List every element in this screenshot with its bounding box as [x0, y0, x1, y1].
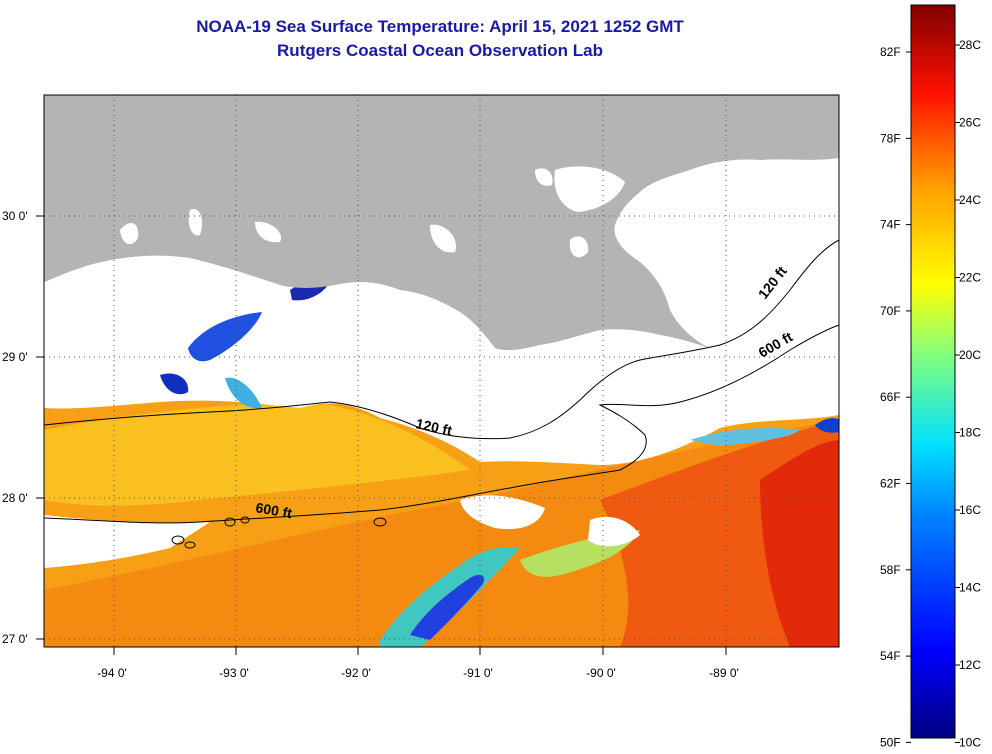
colorbar-c-label: 10C	[959, 736, 981, 750]
cool-patch-nearshore	[188, 312, 262, 362]
colorbar-f-label: 54F	[880, 649, 901, 663]
contour-label-600ft-a: 600 ft	[254, 499, 293, 521]
colorbar-c-label: 12C	[959, 658, 981, 672]
colorbar-c-label: 14C	[959, 581, 981, 595]
land-coastline	[44, 95, 839, 351]
colorbar-c-label: 24C	[959, 193, 981, 207]
lat-label-29: 29 0'	[2, 350, 28, 364]
colorbar-f-label: 58F	[880, 563, 901, 577]
lon-label-91: -91 0'	[463, 666, 493, 680]
colorbar-f-label: 62F	[880, 477, 901, 491]
bathymetry-contours	[43, 239, 840, 549]
colorbar-c-label: 20C	[959, 348, 981, 362]
lon-label-94: -94 0'	[97, 666, 127, 680]
colorbar-c-label: 28C	[959, 38, 981, 52]
colorbar-c-label: 16C	[959, 503, 981, 517]
colorbar-f-label: 50F	[880, 735, 901, 749]
contour-600ft	[43, 324, 840, 524]
lat-label-28: 28 0'	[2, 491, 28, 505]
contour-label-120ft-a: 120 ft	[414, 415, 453, 438]
colorbar-f-label: 74F	[880, 218, 901, 232]
lon-label-90: -90 0'	[586, 666, 616, 680]
colorbar-f-label: 66F	[880, 390, 901, 404]
lat-label-27: 27 0'	[2, 632, 28, 646]
colorbar-c-label: 18C	[959, 426, 981, 440]
title-line-1: NOAA-19 Sea Surface Temperature: April 1…	[196, 17, 684, 36]
lon-label-93: -93 0'	[219, 666, 249, 680]
colorbar-f-label: 70F	[880, 304, 901, 318]
lon-label-92: -92 0'	[341, 666, 371, 680]
contour-120ft	[43, 239, 840, 440]
shelf-yellow-band	[44, 403, 470, 506]
graticule	[44, 95, 839, 647]
colorbar	[910, 4, 956, 739]
map-frame	[43, 94, 840, 648]
lat-label-30: 30 0'	[2, 209, 28, 223]
lon-label-89: -89 0'	[709, 666, 739, 680]
lake-pontchartrain	[554, 166, 625, 212]
colorbar-f-label: 78F	[880, 131, 901, 145]
colorbar-f-label: 82F	[880, 45, 901, 59]
colorbar-c-label: 22C	[959, 271, 981, 285]
colorbar-c-label: 26C	[959, 116, 981, 130]
title-line-2: Rutgers Coastal Ocean Observation Lab	[277, 41, 603, 60]
cool-filament	[410, 574, 485, 640]
